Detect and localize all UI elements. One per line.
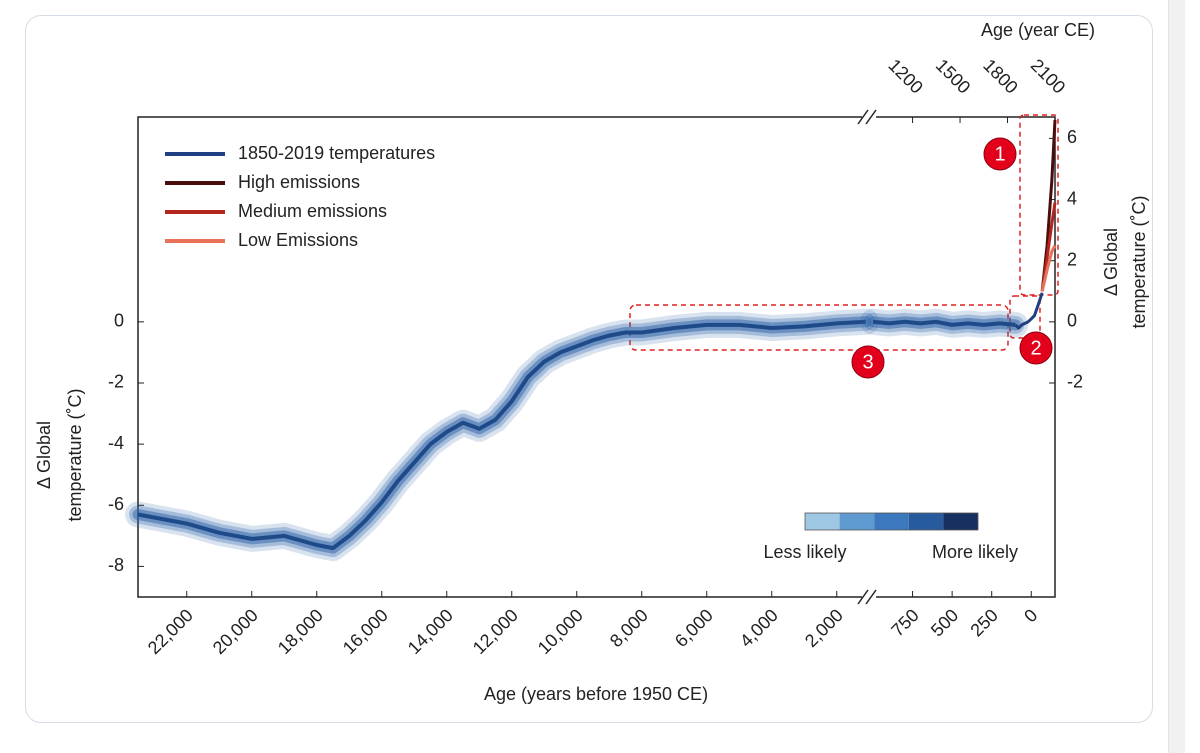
series-line	[137, 319, 867, 551]
colorbar-swatch	[805, 513, 840, 530]
legend-label: High emissions	[238, 172, 360, 192]
annotation-badge	[851, 345, 885, 379]
scrollbar[interactable]	[1168, 0, 1185, 753]
x-tick-label: 8,000	[606, 605, 652, 651]
series-line	[872, 319, 1016, 327]
colorbar-swatch	[908, 513, 944, 530]
colorbar-swatch	[839, 513, 875, 530]
x-tick-label: 16,000	[339, 605, 392, 658]
y-tick-label: -2	[108, 372, 124, 392]
annotation-number: 1	[994, 143, 1005, 165]
y-tick-label: 0	[114, 311, 124, 331]
y-tick-label: -8	[108, 555, 124, 575]
x-tick-label: 500	[927, 605, 962, 640]
plot-frame	[137, 116, 1056, 598]
colorbar-swatch	[874, 513, 909, 530]
x-tick-label: 750	[887, 605, 922, 640]
colorbar-label: Less likely	[763, 542, 846, 562]
annotation-badge	[1019, 331, 1053, 365]
annotation-number: 2	[1030, 337, 1041, 359]
top-axis-title: Age (year CE)	[981, 20, 1095, 40]
x-tick-label: 2,000	[801, 605, 847, 651]
colorbar-label: More likely	[932, 542, 1018, 562]
x-tick-label: 14,000	[404, 605, 457, 658]
x-tick-label: 4,000	[736, 605, 782, 651]
chart: Age (year CE) Age (years before 1950 CE)…	[34, 20, 1149, 704]
y-axis-title: Δ Global	[34, 421, 54, 489]
x2-tick-label: 2100	[1027, 55, 1069, 97]
x2-tick-label: 1500	[932, 55, 974, 97]
colorbar-swatch	[943, 513, 978, 530]
y2-axis-title: Δ Global	[1101, 228, 1121, 296]
y-tick-label: -6	[108, 494, 124, 514]
colorbar-frame	[804, 512, 979, 531]
x-tick-label: 22,000	[144, 605, 197, 658]
x2-tick-label: 1200	[884, 55, 926, 97]
x-axis-title: Age (years before 1950 CE)	[484, 684, 708, 704]
x-tick-label: 6,000	[671, 605, 717, 651]
x-tick-label: 12,000	[469, 605, 522, 658]
y-tick-label: -4	[108, 433, 124, 453]
y2-tick-label: 0	[1067, 311, 1077, 331]
card	[25, 15, 1153, 723]
series-line	[1014, 292, 1044, 330]
y2-tick-label: 6	[1067, 127, 1077, 147]
legend-label: Low Emissions	[238, 230, 358, 250]
uncertainty-band	[132, 316, 872, 554]
x-tick-label: 10,000	[534, 605, 587, 658]
x-tick-label: 250	[966, 605, 1001, 640]
y2-axis-title: temperature (˚C)	[1129, 195, 1149, 328]
x-tick-label: 0	[1020, 605, 1041, 626]
x2-tick-label: 1800	[979, 55, 1021, 97]
y2-tick-label: 4	[1067, 188, 1077, 208]
x-tick-label: 18,000	[274, 605, 327, 658]
uncertainty-band	[129, 312, 875, 558]
y2-tick-label: -2	[1067, 372, 1083, 392]
annotation-number: 3	[862, 351, 873, 373]
annotation-badge	[983, 137, 1017, 171]
uncertainty-band	[125, 308, 879, 562]
legend-label: 1850-2019 temperatures	[238, 143, 435, 163]
series-line	[1040, 244, 1057, 292]
legend-label: Medium emissions	[238, 201, 387, 221]
y-axis-title: temperature (˚C)	[65, 388, 85, 521]
x-tick-label: 20,000	[209, 605, 262, 658]
axis-break	[857, 109, 877, 605]
y2-tick-label: 2	[1067, 249, 1077, 269]
